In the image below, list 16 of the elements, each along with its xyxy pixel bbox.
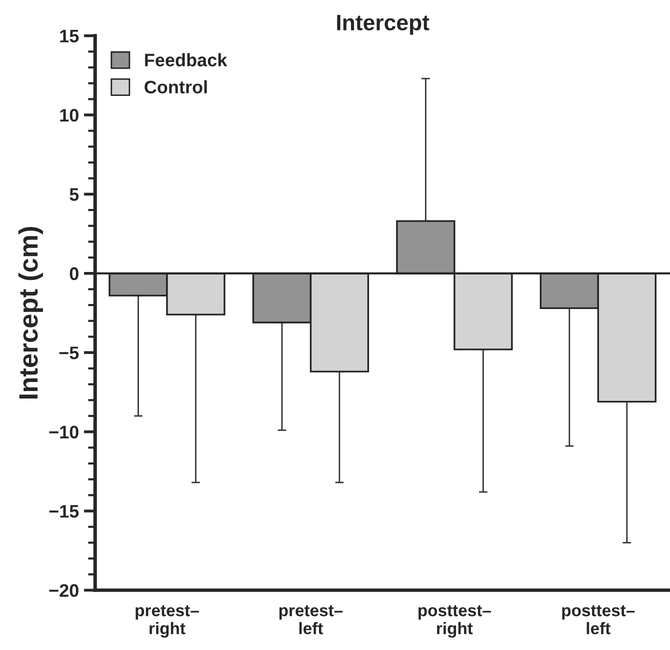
y-tick-label: −15 bbox=[49, 505, 79, 518]
y-tick-label: 0 bbox=[70, 267, 78, 280]
y-axis-title: Intercept (cm) bbox=[18, 227, 43, 398]
y-tick-label: −10 bbox=[49, 426, 78, 439]
x-tick-label: pretest– right bbox=[136, 605, 199, 638]
x-tick-label: pretest– left bbox=[279, 605, 343, 634]
legend-label: Control bbox=[144, 80, 207, 94]
y-tick-label: −5 bbox=[59, 346, 79, 360]
legend-label: Feedback bbox=[145, 53, 228, 66]
chart-title: Intercept bbox=[337, 14, 430, 35]
x-tick-label: posttest– right bbox=[418, 605, 491, 638]
y-tick-label: 10 bbox=[60, 108, 78, 122]
y-tick-label: 15 bbox=[60, 30, 79, 42]
y-tick-label: −20 bbox=[49, 584, 78, 597]
x-tick-label: posttest– left bbox=[562, 605, 635, 634]
y-tick-label: 5 bbox=[70, 188, 79, 201]
